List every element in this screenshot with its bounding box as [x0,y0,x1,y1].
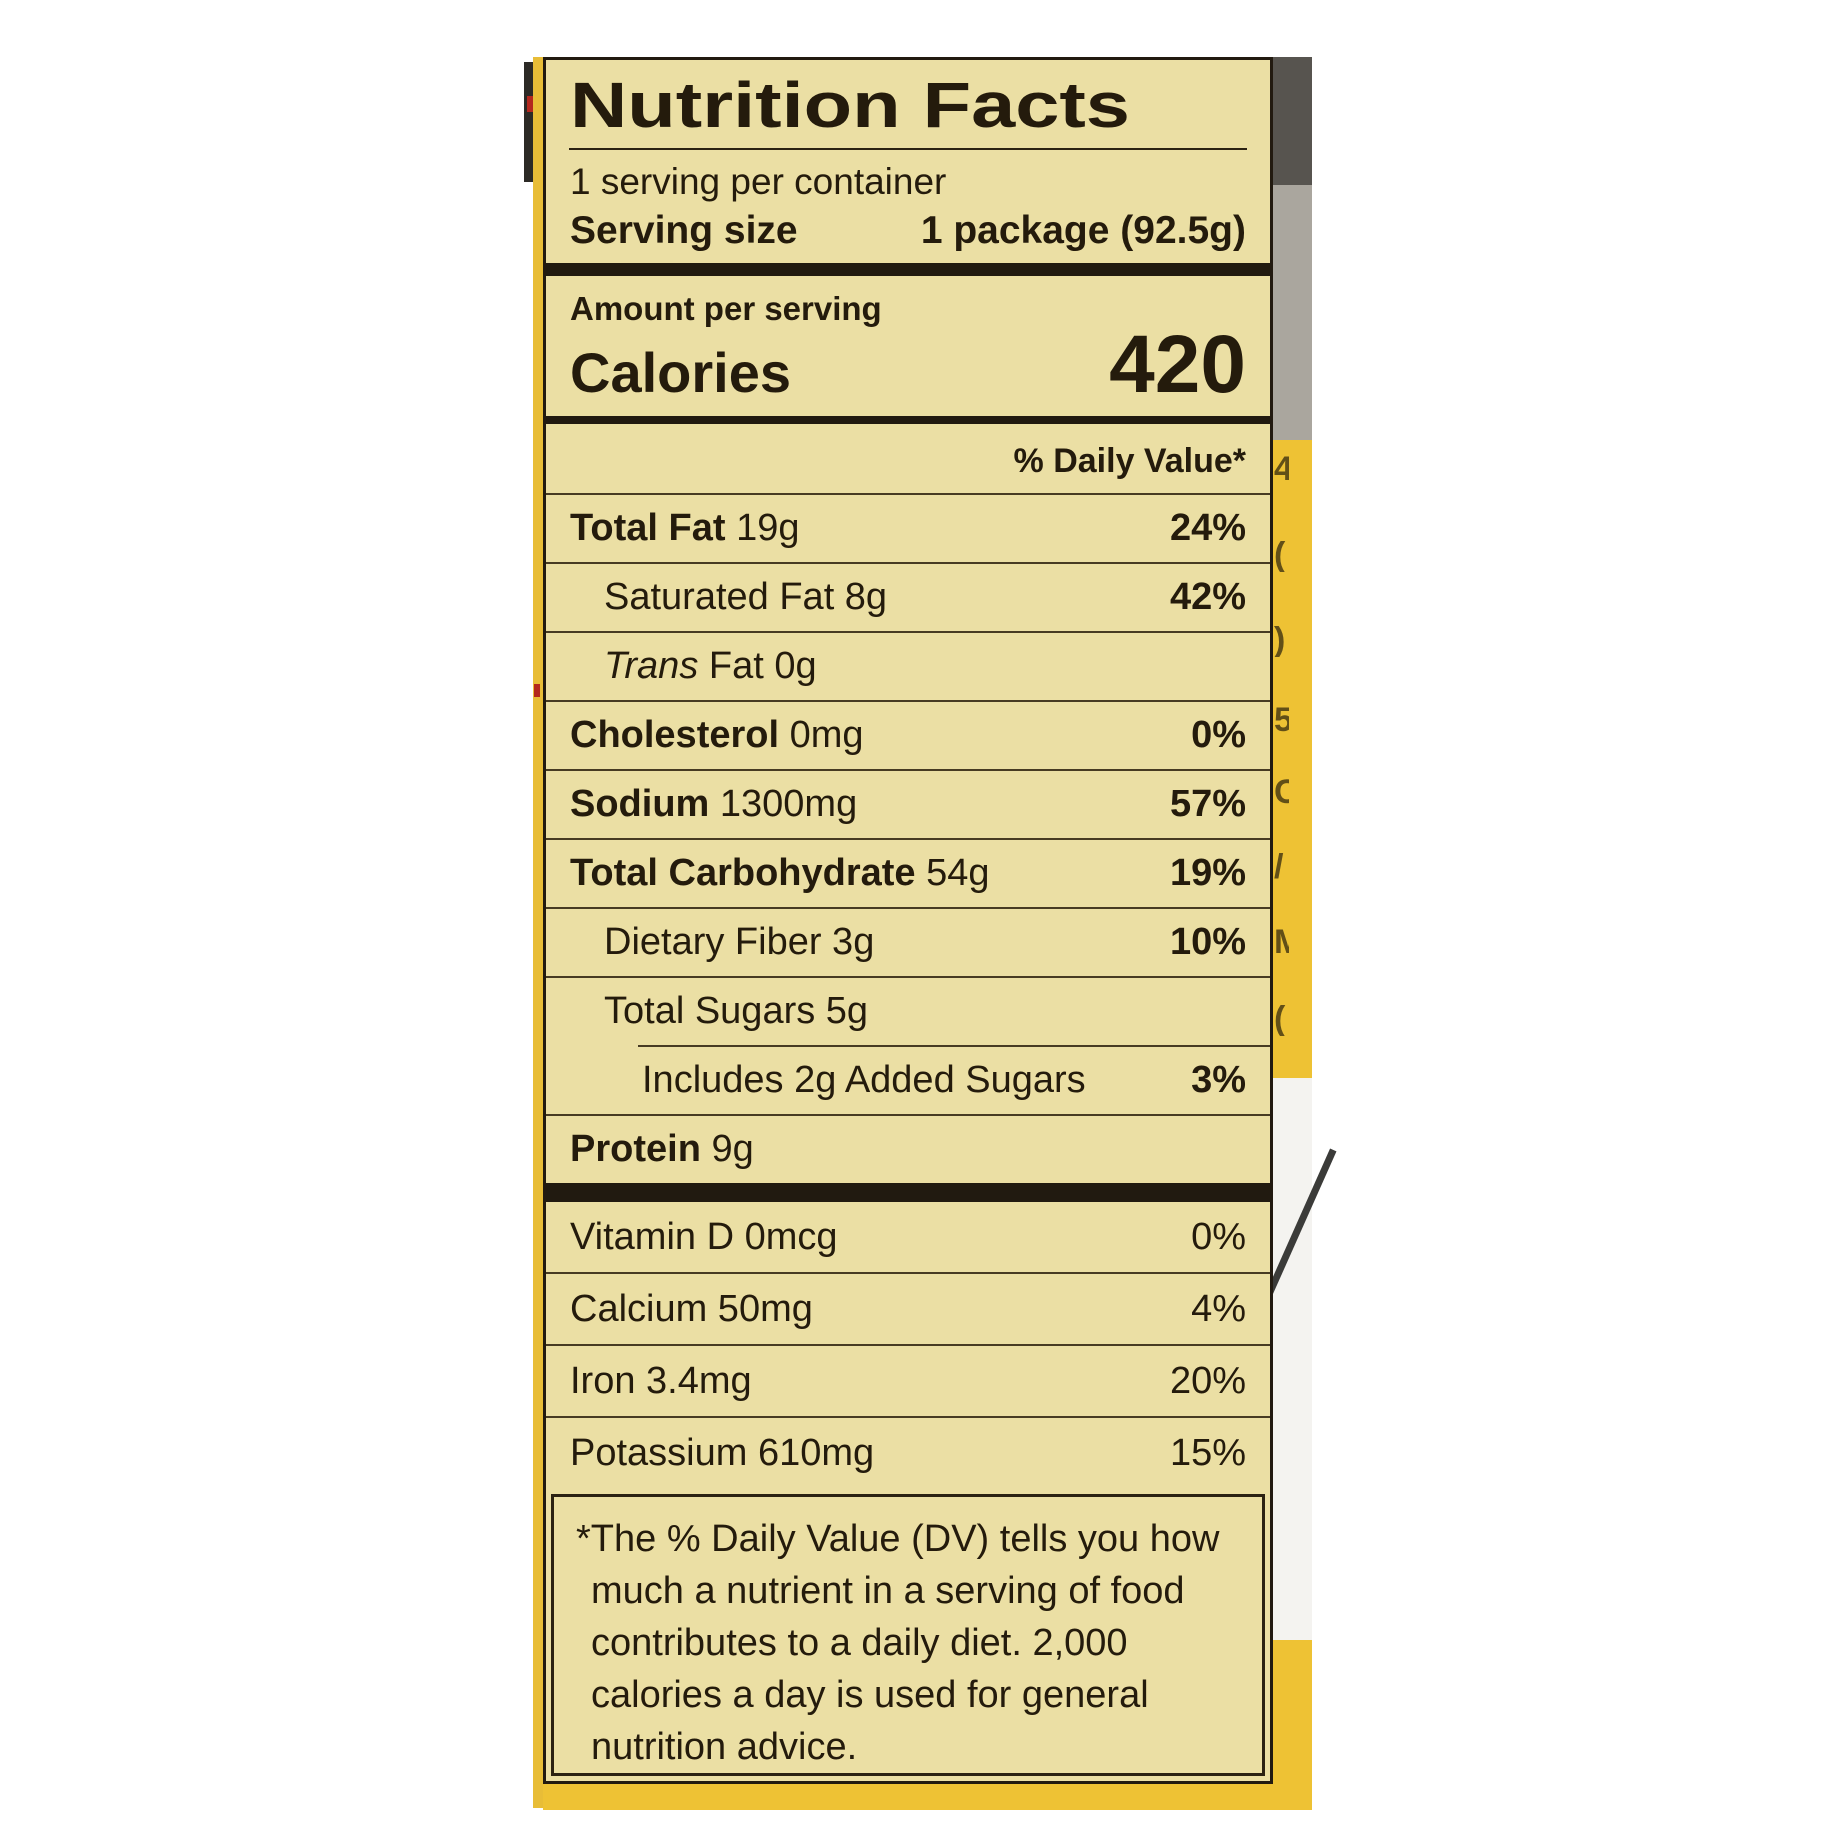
cutoff-glyph: 4 [1274,452,1289,486]
vitamin-name-amount: Potassium 610mg [570,1432,875,1474]
row-divider [546,493,1270,495]
daily-value-percent: 4% [1191,1288,1246,1330]
daily-value-percent: 57% [1169,783,1246,825]
package-edge-left [533,57,543,1808]
cutoff-glyph: / [1274,850,1284,884]
vitamin-row: Vitamin D 0mcg 0% [546,1202,1270,1272]
nutrient-name-amount: Trans Fat 0g [604,645,817,687]
nutrient-name-amount: Protein 9g [570,1128,754,1170]
nutrient-name-amount: Saturated Fat 8g [604,576,888,618]
nutrient-row: Dietary Fiber 3g 10% [546,909,1270,976]
nutrient-row: Sodium 1300mg 57% [546,771,1270,838]
serving-size-row: Serving size 1 package (92.5g) [546,203,1270,263]
nutrient-name-amount: Includes 2g Added Sugars [642,1059,1086,1101]
cutoff-glyph: M [1274,925,1289,959]
nutrient-row: Total Carbohydrate 54g 19% [546,840,1270,907]
nutrient-name-amount: Total Sugars 5g [604,990,869,1032]
row-divider [546,1114,1270,1116]
daily-value-percent: 19% [1169,852,1246,894]
nutrient-name-amount: Sodium 1300mg [570,783,858,825]
amount-per-serving: Amount per serving [570,290,882,327]
row-divider [546,907,1270,909]
daily-value-percent: 42% [1169,576,1246,618]
nutrient-row: Total Sugars 5g [546,978,1270,1045]
title-rule [569,148,1247,150]
vitamin-row: Iron 3.4mg 20% [546,1344,1270,1416]
row-divider [638,1045,1270,1047]
nutrition-facts-label: Nutrition Facts 1 serving per container … [543,57,1273,1784]
adjacent-panel-white [1273,1078,1312,1640]
vitamin-row: Potassium 610mg 15% [546,1416,1270,1488]
separator-bar-thick [546,262,1270,276]
daily-value-percent: 24% [1169,507,1246,549]
print-speck [527,96,533,112]
calories-row: Calories 420 [546,319,1270,410]
row-divider [546,769,1270,771]
cutoff-glyph: ) [1274,623,1286,657]
daily-value-header: % Daily Value* [1013,442,1246,480]
nutrient-row: Saturated Fat 8g 42% [546,564,1270,631]
calories-label: Calories [570,341,791,404]
separator-bar-thick [546,1183,1270,1202]
nutrient-name-amount: Cholesterol 0mg [570,714,864,756]
footnote-text: *The % Daily Value (DV) tells you how mu… [576,1518,1220,1768]
nutrient-rows: Total Fat 19g 24% Saturated Fat 8g 42% Trans… [546,493,1270,1183]
adjacent-panel-photo-light [1273,185,1312,440]
vitamin-name-amount: Calcium 50mg [570,1288,813,1330]
nutrient-row: Includes 2g Added Sugars 3% [546,1047,1270,1114]
row-divider [546,631,1270,633]
daily-value-percent: 3% [1191,1059,1246,1101]
adjacent-panel-sliver [524,62,533,182]
nutrient-name-amount: Total Fat 19g [570,507,800,549]
servings-per-container: 1 serving per container [570,160,947,202]
label-title-text: Nutrition Facts [570,69,1130,141]
daily-value-percent: 20% [1169,1360,1246,1402]
row-divider [546,700,1270,702]
vitamin-name-amount: Iron 3.4mg [570,1360,752,1402]
vitamin-name-amount: Vitamin D 0mcg [570,1216,838,1258]
calories-value: 420 [1109,319,1246,410]
serving-size-value: 1 package (92.5g) [920,208,1246,252]
daily-value-percent: 10% [1169,921,1246,963]
cutoff-glyph: 5 [1274,703,1289,737]
serving-size-label: Serving size [570,208,798,252]
row-divider [546,562,1270,564]
separator-bar-medium [546,416,1270,424]
cutoff-glyph: ( [1274,1002,1286,1036]
row-divider [546,838,1270,840]
vitamin-row: Calcium 50mg 4% [546,1272,1270,1344]
daily-value-percent: 0% [1191,1216,1246,1258]
nutrient-row: Protein 9g [546,1116,1270,1183]
nutrient-row: Total Fat 19g 24% [546,495,1270,562]
adjacent-panel-photo-dark [1273,57,1312,185]
nutrient-name-amount: Dietary Fiber 3g [604,921,875,963]
footnote-box: *The % Daily Value (DV) tells you how mu… [551,1494,1265,1776]
print-speck [534,684,540,697]
daily-value-percent: 0% [1191,714,1246,756]
nutrient-name-amount: Total Carbohydrate 54g [570,852,990,894]
vitamin-rows: Vitamin D 0mcg 0% Calcium 50mg 4% Iron 3.4mg… [546,1202,1270,1488]
row-divider [546,976,1270,978]
nutrient-row: Cholesterol 0mg 0% [546,702,1270,769]
nutrient-row: Trans Fat 0g [546,633,1270,700]
daily-value-percent: 15% [1169,1432,1246,1474]
cutoff-glyph: C [1274,775,1289,809]
label-title: Nutrition Facts [546,60,1270,142]
package-edge-bottom [543,1784,1312,1810]
cutoff-glyph: ( [1274,538,1286,572]
